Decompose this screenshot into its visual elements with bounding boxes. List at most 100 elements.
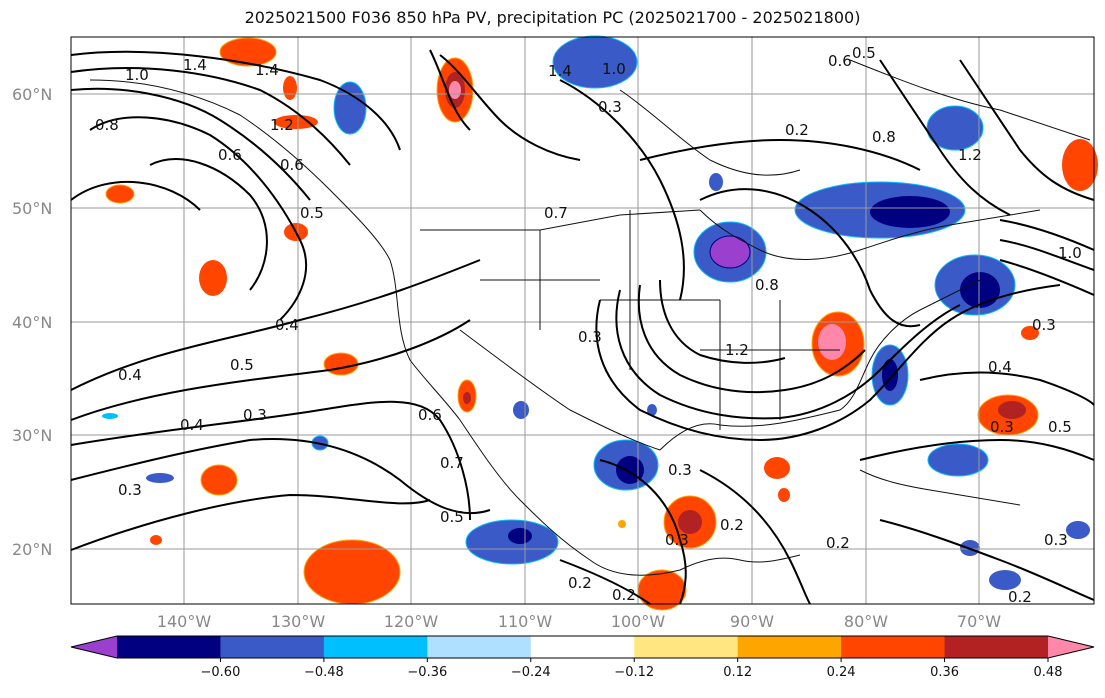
precip-blob [274,115,318,129]
lat-label: 30°N [12,426,52,445]
contour-label: 0.5 [1048,418,1072,436]
contour-label: 0.3 [668,461,692,479]
precip-blob [465,519,559,565]
precip-blob [552,35,638,89]
contour-label: 1.0 [602,60,626,78]
contour-label: 0.3 [598,98,622,116]
contour-label: 0.3 [243,406,267,424]
colorbar-tick-label: 0.24 [827,665,856,680]
precip-blob [219,37,277,67]
contour-label: 0.5 [440,508,464,526]
precip-blob [618,520,626,528]
colorbar-segment [220,636,325,658]
contour-label: 1.0 [1058,244,1082,262]
contour-label: 0.2 [612,586,636,604]
lon-label: 140°W [157,612,212,631]
precip-blob [323,352,359,376]
precip-blob [870,196,950,228]
lon-label: 70°W [957,612,1001,631]
longitude-labels: 140°W 130°W 120°W 110°W 100°W 90°W 80°W … [157,612,1001,631]
contour-label: 1.0 [125,66,149,84]
precip-blob [1021,326,1039,340]
precip-blob [508,528,532,544]
contour-label: 0.3 [1044,531,1068,549]
contour-label: 0.6 [418,406,442,424]
contour-label: 0.2 [720,516,744,534]
plot-frame [70,36,1095,605]
contour-label: 0.8 [755,276,779,294]
precip-blob [1066,521,1090,539]
contour-label: 0.2 [1008,588,1032,606]
contour-label: 0.6 [280,156,304,174]
contour-label: 1.4 [183,56,207,74]
contour-label: 0.8 [95,116,119,134]
precip-blob [199,260,227,296]
contour-label: 0.3 [990,418,1014,436]
contour-label-layer: 1.4 1.0 1.4 0.8 0.6 0.6 0.5 1.2 0.4 0.5 … [95,44,1082,606]
lon-label: 130°W [271,612,326,631]
precip-blob [678,510,702,534]
contour-label: 0.5 [852,44,876,62]
lon-label: 80°W [844,612,888,631]
contour-label: 0.3 [665,531,689,549]
precip-blob [102,413,118,419]
contour-label: 0.3 [1032,316,1056,334]
contour-label: 0.4 [275,316,299,334]
colorbar-tick-label: −0.12 [614,665,654,680]
colorbar-extend-high [1048,636,1094,658]
precip-blob [333,81,367,135]
colorbar-extend-low [71,636,117,658]
colorbar-segment [427,636,532,658]
lat-label: 20°N [12,540,52,559]
contour-label: 1.4 [548,62,572,80]
contour-label: 0.6 [828,52,852,70]
contour-label: 1.2 [270,116,294,134]
colorbar-tick-label: 0.12 [723,665,752,680]
colorbar-segment [323,636,428,658]
colorbar-tick-label: −0.36 [407,665,447,680]
contour-label: 0.7 [544,204,568,222]
precip-blob [105,184,135,204]
precip-blob [200,464,238,496]
precip-blob [998,401,1026,419]
contour-label: 0.8 [872,128,896,146]
plot-background [71,37,1094,604]
contour-label: 0.2 [826,534,850,552]
colorbar-segment [841,636,946,658]
colorbar-segment [944,636,1049,658]
precip-blob [283,76,297,100]
precip-blob [764,457,790,479]
contour-label: 1.2 [958,146,982,164]
colorbar-segment [737,636,842,658]
precip-blob [513,401,529,419]
precip-blob [926,105,984,151]
precip-blob [647,404,657,416]
contour-label: 1.2 [725,341,749,359]
contour-label: 0.2 [568,574,592,592]
precip-anomaly-layer [102,35,1098,611]
pv-contours [70,49,1095,605]
precip-blob [303,539,401,605]
precip-blob [927,443,989,477]
contour-label: 1.4 [255,61,279,79]
precip-blob [146,473,174,483]
lon-label: 120°W [384,612,439,631]
precip-blob [449,81,461,99]
colorbar-outline [70,635,1095,659]
contour-label: 0.2 [785,121,809,139]
colorbar-tick-label: 0.48 [1034,665,1063,680]
lon-label: 110°W [498,612,553,631]
contour-label: 0.7 [440,454,464,472]
colorbar-segment [634,636,739,658]
colorbar-tick-label: −0.24 [511,665,551,680]
contour-label: 0.5 [230,356,254,374]
contour-label: 0.4 [180,416,204,434]
lat-label: 60°N [12,85,52,104]
contour-label: 0.3 [578,328,602,346]
precip-blob [778,488,790,502]
precip-blob [960,272,1000,308]
lat-label: 50°N [12,199,52,218]
colorbar: −0.60 −0.48 −0.36 −0.24 −0.12 0.12 0.24 0.36 0.4… [70,635,1095,680]
precip-blob [1062,139,1098,191]
